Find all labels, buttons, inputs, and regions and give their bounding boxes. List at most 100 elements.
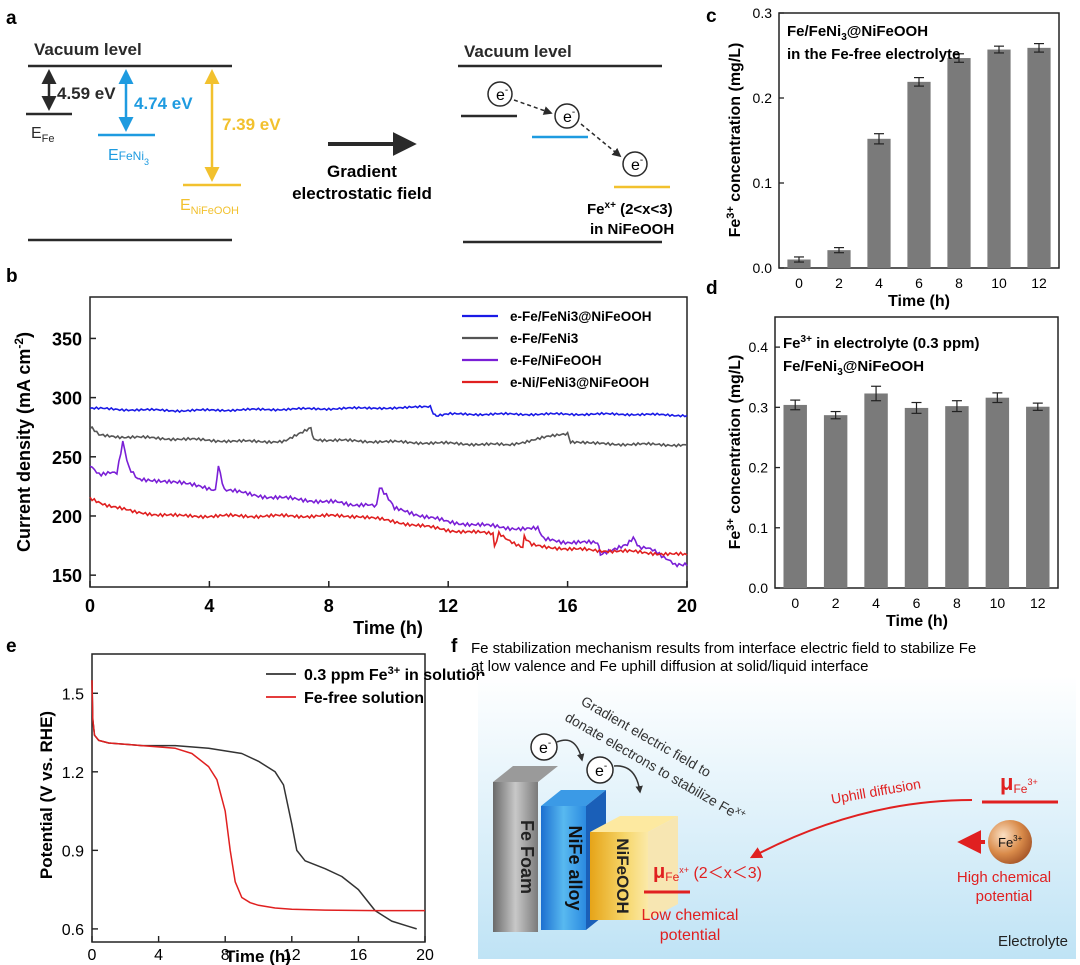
panel-label-b: b — [6, 266, 18, 287]
electron-arrow-2 — [580, 123, 622, 158]
series-line-e — [91, 680, 425, 912]
y-tick-label: 0.0 — [753, 260, 773, 276]
bar — [907, 81, 931, 268]
bar — [783, 404, 807, 588]
value-efe: 4.59 eV — [57, 84, 116, 103]
electron-2: e- — [554, 103, 580, 129]
fe-in-nifeooh-label: in NiFeOOH — [590, 221, 674, 238]
y-axis-label-e: Potential (V vs. RHE) — [37, 711, 56, 879]
x-tick-label-b: 16 — [558, 596, 578, 616]
electron-f-1: e- — [530, 733, 558, 761]
uphill-arrow — [749, 799, 973, 859]
svg-text:e-: e- — [496, 85, 508, 104]
svg-text:e-: e- — [563, 107, 575, 126]
panel-a: a Vacuum level 4.59 eV 4.74 eV 7.39 eV E… — [6, 8, 674, 244]
value-efeni3: 4.74 eV — [134, 94, 193, 113]
x-tick-label-e: 20 — [416, 947, 434, 964]
vacuum-level-left: Vacuum level — [34, 40, 142, 59]
y-tick-label: 0.2 — [749, 460, 769, 476]
electron-f-2: e- — [586, 756, 614, 784]
legend-label-b: e-Fe/FeNi3 — [510, 331, 579, 346]
annotation-d-2: Fe/FeNi3@NiFeOOH — [783, 358, 924, 378]
series-b — [89, 404, 688, 568]
y-tick-label-e: 1.2 — [62, 765, 84, 782]
panel-label-c: c — [706, 6, 717, 27]
annotation-d-1: Fe3+ in electrolyte (0.3 ppm) — [783, 334, 979, 352]
y-tick-label: 0.4 — [749, 339, 769, 355]
bar — [987, 49, 1011, 268]
bar — [827, 250, 851, 268]
x-tick-label-e: 4 — [154, 947, 163, 964]
y-tick-label: 0.3 — [753, 5, 773, 21]
electron-f-arrow-2 — [613, 765, 643, 794]
series-line-b — [89, 426, 688, 448]
x-tick-label-b: 0 — [85, 596, 95, 616]
bar — [867, 138, 891, 268]
y-tick-label-e: 0.9 — [62, 843, 84, 860]
label-efeni3: EFeNi3 — [108, 147, 149, 167]
svg-text:e-: e- — [631, 155, 643, 174]
high-potential-2: potential — [976, 888, 1033, 905]
x-tick-label: 12 — [1030, 595, 1046, 611]
x-tick-label-e: 8 — [221, 947, 230, 964]
panel-d: d 0.0 0.1 0.2 0.3 0.4 0 2 4 6 8 10 12 Fe3+ in elect… — [706, 278, 1059, 630]
x-tick-label-b: 4 — [204, 596, 214, 616]
annotation-c-2: in the Fe-free electrolyte — [787, 46, 960, 63]
low-potential-2: potential — [660, 927, 721, 944]
series-line-b — [89, 404, 688, 418]
series-line-b — [89, 440, 688, 568]
y-tick-label-b: 150 — [52, 566, 82, 586]
bars-d — [783, 385, 1050, 588]
bar — [947, 58, 971, 268]
panel-b: b 150 200 250 300 350 0 4 8 12 16 20 e-Fe/FeNi3@N… — [6, 266, 697, 638]
bar — [823, 415, 848, 588]
y-tick-label-e: 0.6 — [62, 922, 84, 939]
field-caption-2: electrostatic field — [292, 184, 432, 203]
x-tick-label: 0 — [795, 275, 803, 291]
x-tick-label-b: 20 — [677, 596, 697, 616]
plot-frame-e — [91, 653, 426, 943]
x-tick-label: 2 — [835, 275, 843, 291]
x-tick-label: 2 — [832, 595, 840, 611]
fe-foam-block: Fe Foam — [493, 766, 558, 932]
electron-f-arrow-1 — [556, 739, 585, 762]
series-line-b — [89, 496, 688, 557]
electron-arrow-1 — [513, 99, 553, 115]
legend-label-b: e-Ni/FeNi3@NiFeOOH — [510, 375, 649, 390]
axes-c: 0.0 0.1 0.2 0.3 0 2 4 6 8 10 12 — [753, 5, 1047, 291]
electrolyte-label: Electrolyte — [998, 933, 1068, 950]
x-tick-label-b: 12 — [438, 596, 458, 616]
legend-b: e-Fe/FeNi3@NiFeOOH e-Fe/FeNi3 e-Fe/NiFeOOH… — [462, 309, 651, 390]
mu-high-label: μFe3+ — [1000, 770, 1038, 796]
x-tick-label: 4 — [872, 595, 880, 611]
x-ticks-b: 0 4 8 12 16 20 — [85, 581, 697, 616]
bar — [945, 406, 969, 588]
fe-valence-label: Fex+ (2<x<3) — [587, 200, 673, 218]
x-tick-label-e: 16 — [350, 947, 368, 964]
label-efe: EFe — [31, 125, 55, 145]
y-tick-label-b: 250 — [52, 448, 82, 468]
bar — [864, 393, 888, 588]
panel-label-e: e — [6, 636, 17, 657]
svg-text:Fe3+: Fe3+ — [998, 834, 1023, 850]
plot-frame-b — [89, 296, 688, 588]
y-tick-label: 0.1 — [749, 520, 769, 536]
x-tick-label: 6 — [913, 595, 921, 611]
bar — [787, 259, 811, 268]
value-enifeooh: 7.39 eV — [222, 115, 281, 134]
series-e — [91, 680, 425, 930]
label-enifeooh: ENiFeOOH — [180, 197, 239, 217]
y-tick-label: 0.0 — [749, 580, 769, 596]
electron-3: e- — [622, 151, 648, 177]
y-tick-label-b: 300 — [52, 389, 82, 409]
field-caption-1: Gradient — [327, 162, 397, 181]
x-axis-label-e: Time (h) — [225, 947, 291, 965]
svg-text:e-: e- — [595, 761, 607, 780]
panel-c: c 0.0 0.1 0.2 0.3 0 2 4 6 8 10 12 Fe/FeNi3@NiFeOOH… — [706, 5, 1060, 310]
high-potential-1: High chemical — [957, 869, 1051, 886]
x-tick-label: 10 — [990, 595, 1006, 611]
nifeooh-block: NiFeOOH — [590, 816, 678, 920]
panel-label-f: f — [451, 636, 458, 657]
electron-1: e- — [487, 81, 513, 107]
